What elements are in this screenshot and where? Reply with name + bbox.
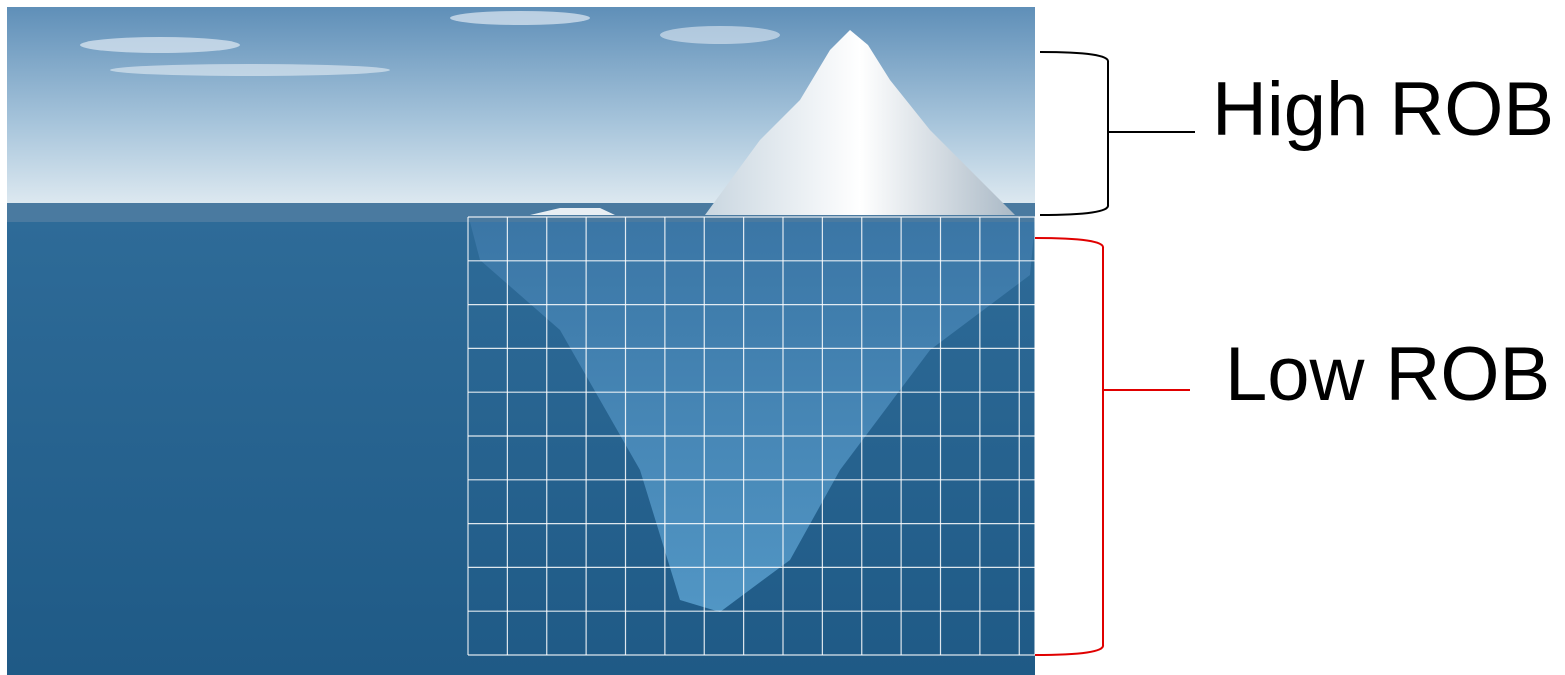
label-low: Low ROB — [1225, 332, 1550, 417]
bracket-low — [1034, 237, 1190, 656]
iceberg-picture — [7, 7, 1036, 675]
bracket-high — [1039, 51, 1195, 216]
cloud — [110, 64, 390, 76]
label-high: High ROB — [1212, 67, 1554, 152]
grid — [467, 216, 1036, 656]
cloud — [660, 26, 780, 44]
iceberg-underwater — [470, 222, 1035, 612]
cloud — [80, 37, 240, 53]
cloud — [450, 11, 590, 25]
iceberg-top — [705, 30, 1015, 215]
ice-floe — [530, 208, 615, 215]
